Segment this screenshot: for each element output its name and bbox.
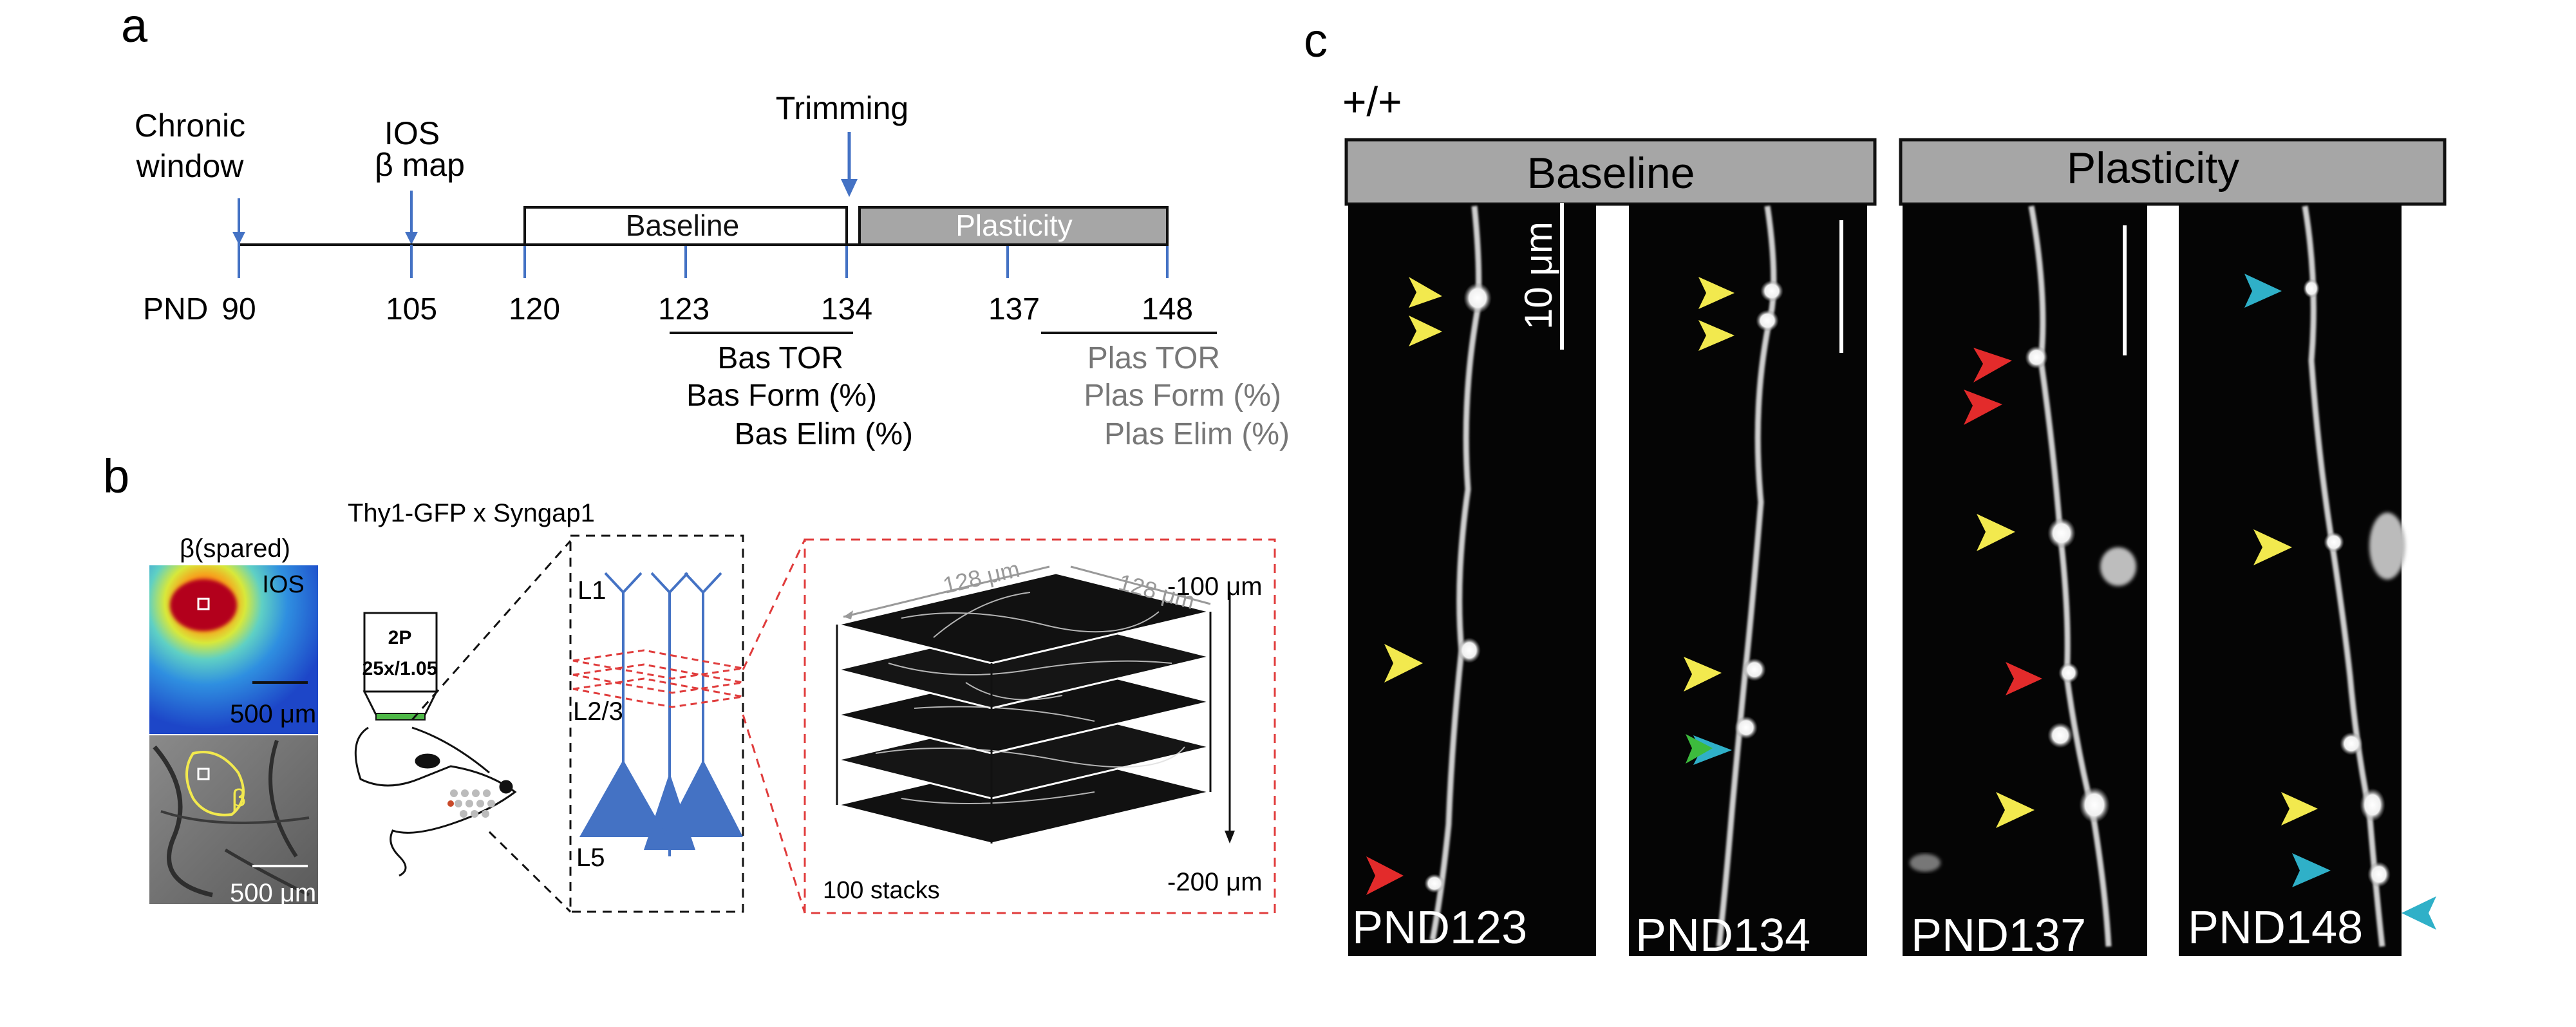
panel-c-letter: c — [1304, 14, 1328, 67]
panel-b: b β(spared) IOS 500 μm β 500 μm Thy1-GFP… — [103, 449, 1276, 914]
panel-b-letter: b — [103, 449, 129, 503]
cortex-box — [569, 534, 744, 913]
mouse-icon — [354, 726, 517, 877]
tick-label-148: 148 — [1142, 292, 1193, 326]
bas-metric-form: Bas Form (%) — [686, 379, 877, 413]
bas-metric-elim: Bas Elim (%) — [735, 417, 913, 451]
micrograph-pnd134 — [1629, 204, 1867, 956]
vasc-scale-label: 500 μm — [230, 879, 316, 907]
plasticity-phase-label: Plasticity — [955, 209, 1072, 242]
ios-title: β(spared) — [180, 534, 290, 563]
genotype-label: +/+ — [1342, 79, 1402, 125]
layer-l1: L1 — [578, 576, 606, 605]
ios-map-image — [149, 565, 318, 734]
stack-box — [804, 538, 1276, 914]
event-trimming: Trimming — [776, 90, 908, 126]
image-label-pnd137: PND137 — [1911, 910, 2086, 961]
depth-top-label: -100 μm — [1167, 572, 1263, 601]
zoom-line-top — [411, 540, 572, 721]
beta-label: β — [232, 785, 246, 812]
zoom-line-bottom — [488, 831, 572, 913]
zoom-line-red-top — [742, 539, 806, 670]
objective-line2: 25x/1.05 — [362, 658, 438, 679]
scale-bar-label: 10 μm — [1517, 221, 1560, 330]
panel-a: a Chronic window IOS β map Trimming — [121, 0, 1290, 451]
plas-metric-form: Plas Form (%) — [1084, 379, 1281, 413]
tick-label-105: 105 — [386, 292, 437, 326]
micrograph-pnd137 — [1903, 204, 2147, 956]
vasculature-image — [149, 735, 318, 904]
timeline-ticks — [238, 238, 1169, 278]
tick-label-134: 134 — [821, 292, 872, 326]
event-chronic-window-line2: window — [136, 148, 245, 184]
plas-metric-elim: Plas Elim (%) — [1104, 417, 1290, 451]
plasticity-phase-box — [858, 206, 1169, 246]
plas-metric-tor: Plas TOR — [1087, 341, 1220, 375]
ios-label: IOS — [262, 571, 304, 598]
panel-c: c +/+ Baseline Plasticity 10 μm PND123 P… — [1304, 14, 2447, 961]
micrograph-pnd148 — [2179, 204, 2405, 956]
objective-icon — [362, 612, 438, 721]
baseline-header — [1344, 138, 1877, 206]
bas-metric-tor: Bas TOR — [717, 341, 843, 375]
tick-label-137: 137 — [988, 292, 1040, 326]
event-ios-line1: IOS — [384, 115, 440, 151]
micrograph-pnd123 — [1348, 203, 1596, 956]
baseline-header-label: Baseline — [1527, 149, 1695, 198]
image-label-pnd134: PND134 — [1635, 910, 1810, 961]
panel-a-letter: a — [121, 0, 148, 52]
neurons-diagram — [572, 572, 744, 856]
depth-bottom-label: -200 μm — [1167, 868, 1263, 896]
zoom-line-red-bottom — [742, 714, 806, 914]
image-label-pnd123: PND123 — [1352, 902, 1527, 954]
objective-line1: 2P — [388, 627, 412, 648]
image-stack — [836, 565, 1235, 845]
event-ios-line2: β map — [375, 147, 465, 183]
ios-scale-label: 500 μm — [230, 700, 316, 728]
annotation-arrows — [1366, 274, 2436, 930]
layer-l23: L2/3 — [573, 697, 623, 726]
image-label-pnd148: PND148 — [2188, 902, 2363, 954]
tick-label-123: 123 — [658, 292, 710, 326]
plasticity-header-label: Plasticity — [2067, 144, 2239, 193]
layer-l5: L5 — [576, 843, 605, 872]
plasticity-header — [1899, 138, 2447, 206]
event-chronic-window-line1: Chronic — [135, 108, 245, 144]
mouse-title: Thy1-GFP x Syngap1 — [348, 499, 595, 527]
baseline-phase-label: Baseline — [626, 209, 739, 242]
tick-label-120: 120 — [509, 292, 560, 326]
stacks-label: 100 stacks — [823, 877, 940, 904]
tick-label-90: 90 — [221, 292, 256, 326]
baseline-phase-box — [523, 206, 848, 246]
axis-prefix-pnd: PND — [143, 292, 208, 326]
